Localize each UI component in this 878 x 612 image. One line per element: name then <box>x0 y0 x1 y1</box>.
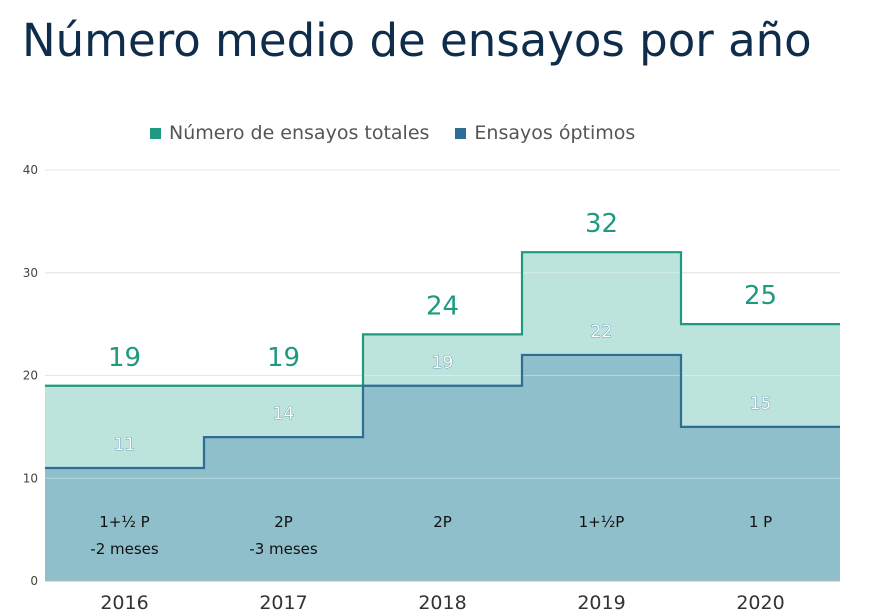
data-label-optimal: 11 <box>114 435 136 455</box>
x-tick-label: 2020 <box>736 592 784 612</box>
annotation-line1: 1 P <box>749 513 772 531</box>
data-label-total: 19 <box>108 343 141 373</box>
data-label-total: 19 <box>267 343 300 373</box>
annotation-line1: 1+½ P <box>99 513 149 531</box>
legend-label-total: Número de ensayos totales <box>169 122 430 144</box>
data-label-total: 32 <box>585 209 618 239</box>
x-tick-label: 2019 <box>577 592 625 612</box>
annotation-line1: 2P <box>433 513 452 531</box>
annotation-line2: -3 meses <box>249 540 318 558</box>
data-label-optimal: 22 <box>591 322 613 342</box>
data-label-total: 25 <box>744 281 777 311</box>
data-label-total: 24 <box>426 291 459 321</box>
annotation-line1: 1+½P <box>579 513 625 531</box>
legend-item-total[interactable]: Número de ensayos totales <box>150 122 429 144</box>
y-tick-label: 20 <box>23 369 38 383</box>
x-tick-label: 2018 <box>418 592 466 612</box>
chart-legend: Número de ensayos totales Ensayos óptimo… <box>150 122 635 144</box>
legend-label-optimal: Ensayos óptimos <box>474 122 636 144</box>
y-tick-label: 0 <box>30 574 38 588</box>
y-tick-label: 10 <box>23 471 38 485</box>
area-optimal <box>45 354 840 581</box>
line-total <box>45 251 840 387</box>
data-label-optimal: 19 <box>432 353 454 373</box>
legend-swatch-optimal <box>455 127 467 139</box>
annotation-line1: 2P <box>274 513 293 531</box>
data-label-optimal: 15 <box>750 394 772 414</box>
x-tick-label: 2017 <box>259 592 307 612</box>
y-tick-label: 30 <box>23 266 38 280</box>
annotation-line2: -2 meses <box>90 540 159 558</box>
y-tick-label: 40 <box>23 163 38 177</box>
legend-item-optimal[interactable]: Ensayos óptimos <box>455 122 635 144</box>
chart-title: Número medio de ensayos por año <box>22 14 812 67</box>
legend-swatch-total <box>150 127 161 139</box>
line-optimal <box>45 353 840 470</box>
x-tick-label: 2016 <box>100 592 148 612</box>
data-label-optimal: 14 <box>273 404 295 424</box>
